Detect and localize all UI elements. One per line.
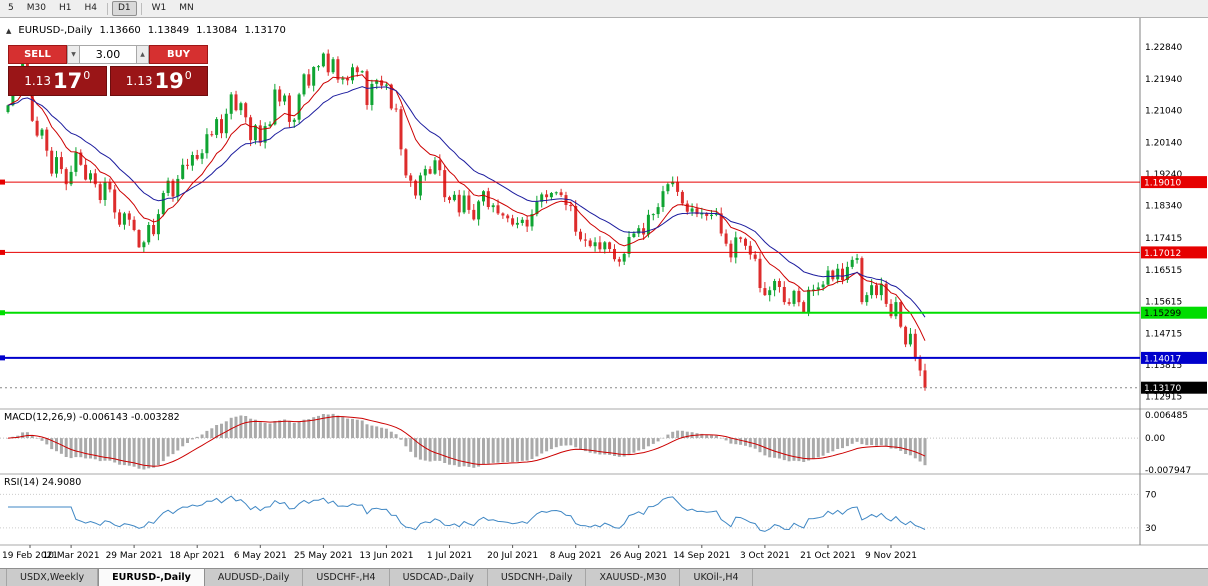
price-chart-canvas[interactable]: 1.22840 1.21940 1.21040 1.20140 1.19240 1.183… bbox=[0, 18, 1208, 568]
svg-text:1.13815: 1.13815 bbox=[1145, 361, 1182, 371]
svg-text:30: 30 bbox=[1145, 524, 1157, 534]
timeframe-d1-button[interactable]: D1 bbox=[111, 1, 137, 16]
chart-area: 1.22840 1.21940 1.21040 1.20140 1.19240 1.183… bbox=[0, 18, 1208, 568]
svg-text:1.15615: 1.15615 bbox=[1145, 298, 1182, 308]
svg-text:20 Jul 2021: 20 Jul 2021 bbox=[487, 551, 538, 561]
tab-usdchf-h4[interactable]: USDCHF-,H4 bbox=[303, 569, 390, 586]
svg-text:1.17415: 1.17415 bbox=[1145, 234, 1182, 244]
timeframe-h1-button[interactable]: H1 bbox=[53, 1, 78, 16]
svg-text:6 May 2021: 6 May 2021 bbox=[234, 551, 287, 561]
svg-text:21 Oct 2021: 21 Oct 2021 bbox=[800, 551, 856, 561]
timeframe-mn-button[interactable]: MN bbox=[173, 1, 200, 16]
svg-text:1.21040: 1.21040 bbox=[1145, 107, 1182, 117]
svg-text:3 Oct 2021: 3 Oct 2021 bbox=[740, 551, 790, 561]
svg-text:8 Aug 2021: 8 Aug 2021 bbox=[550, 551, 602, 561]
svg-text:1.14715: 1.14715 bbox=[1145, 329, 1182, 339]
svg-text:10 Mar 2021: 10 Mar 2021 bbox=[43, 551, 100, 561]
buy-button[interactable]: BUY bbox=[149, 45, 208, 64]
tab-eurusd-daily[interactable]: EURUSD-,Daily bbox=[98, 569, 205, 586]
svg-text:1.21940: 1.21940 bbox=[1145, 75, 1182, 85]
one-click-trade-panel: SELL ▼ 3.00 ▲ BUY 1.13 17 0 1.13 19 0 bbox=[8, 45, 208, 96]
timeframe-h4-button[interactable]: H4 bbox=[78, 1, 103, 16]
svg-text:19 Feb 2021: 19 Feb 2021 bbox=[2, 551, 58, 561]
chart-tabs-bar: USDX,Weekly EURUSD-,Daily AUDUSD-,Daily USD… bbox=[0, 568, 1208, 586]
svg-text:1.12915: 1.12915 bbox=[1145, 393, 1182, 403]
timeframe-5-button[interactable]: 5 bbox=[2, 1, 20, 16]
timeframe-w1-button[interactable]: W1 bbox=[146, 1, 173, 16]
svg-text:0.00: 0.00 bbox=[1145, 434, 1165, 444]
svg-text:1.19010: 1.19010 bbox=[1144, 179, 1181, 189]
toolbar-separator bbox=[140, 2, 142, 15]
volume-input[interactable]: 3.00 bbox=[80, 45, 136, 64]
svg-text:1.17012: 1.17012 bbox=[1144, 249, 1181, 259]
svg-text:18 Apr 2021: 18 Apr 2021 bbox=[169, 551, 225, 561]
svg-text:1.22840: 1.22840 bbox=[1145, 43, 1182, 53]
svg-text:0.006485: 0.006485 bbox=[1145, 411, 1188, 421]
sell-button[interactable]: SELL bbox=[8, 45, 67, 64]
svg-text:29 Mar 2021: 29 Mar 2021 bbox=[106, 551, 163, 561]
tab-usdx-weekly[interactable]: USDX,Weekly bbox=[6, 569, 99, 586]
svg-text:13 Jun 2021: 13 Jun 2021 bbox=[359, 551, 413, 561]
buy-price-point: 0 bbox=[184, 68, 192, 82]
sell-price-display[interactable]: 1.13 17 0 bbox=[8, 66, 107, 96]
svg-text:1.13170: 1.13170 bbox=[1144, 384, 1181, 394]
volume-decrease-button[interactable]: ▼ bbox=[67, 45, 80, 64]
sell-price-point: 0 bbox=[83, 68, 91, 82]
svg-text:25 May 2021: 25 May 2021 bbox=[294, 551, 353, 561]
svg-text:70: 70 bbox=[1145, 490, 1157, 500]
tab-usdcad-daily[interactable]: USDCAD-,Daily bbox=[389, 569, 488, 586]
buy-price-display[interactable]: 1.13 19 0 bbox=[109, 66, 208, 96]
svg-text:1.14017: 1.14017 bbox=[1144, 354, 1181, 364]
tab-usdcnh-daily[interactable]: USDCNH-,Daily bbox=[487, 569, 587, 586]
svg-text:1.19240: 1.19240 bbox=[1145, 170, 1182, 180]
svg-text:14 Sep 2021: 14 Sep 2021 bbox=[673, 551, 730, 561]
volume-increase-button[interactable]: ▲ bbox=[136, 45, 149, 64]
tab-audusd-daily[interactable]: AUDUSD-,Daily bbox=[204, 569, 304, 586]
svg-text:-0.007947: -0.007947 bbox=[1145, 466, 1191, 476]
toolbar-separator bbox=[106, 2, 108, 15]
tab-xauusd-m30[interactable]: XAUUSD-,M30 bbox=[586, 569, 681, 586]
buy-price-pips: 19 bbox=[154, 68, 184, 93]
svg-text:1.15299: 1.15299 bbox=[1144, 309, 1181, 319]
timeframe-m30-button[interactable]: M30 bbox=[21, 1, 52, 16]
timeframe-toolbar: 5 M30 H1 H4 D1 W1 MN bbox=[0, 0, 1208, 18]
svg-text:1 Jul 2021: 1 Jul 2021 bbox=[427, 551, 472, 561]
svg-text:1.18340: 1.18340 bbox=[1145, 202, 1182, 212]
buy-price-base: 1.13 bbox=[125, 74, 153, 88]
svg-text:1.16515: 1.16515 bbox=[1145, 266, 1182, 276]
sell-price-pips: 17 bbox=[52, 68, 83, 93]
tab-ukoil-h4[interactable]: UKOil-,H4 bbox=[680, 569, 753, 586]
sell-price-base: 1.13 bbox=[24, 74, 51, 88]
svg-text:9 Nov 2021: 9 Nov 2021 bbox=[865, 551, 917, 561]
svg-text:26 Aug 2021: 26 Aug 2021 bbox=[610, 551, 668, 561]
svg-text:1.20140: 1.20140 bbox=[1145, 138, 1182, 148]
